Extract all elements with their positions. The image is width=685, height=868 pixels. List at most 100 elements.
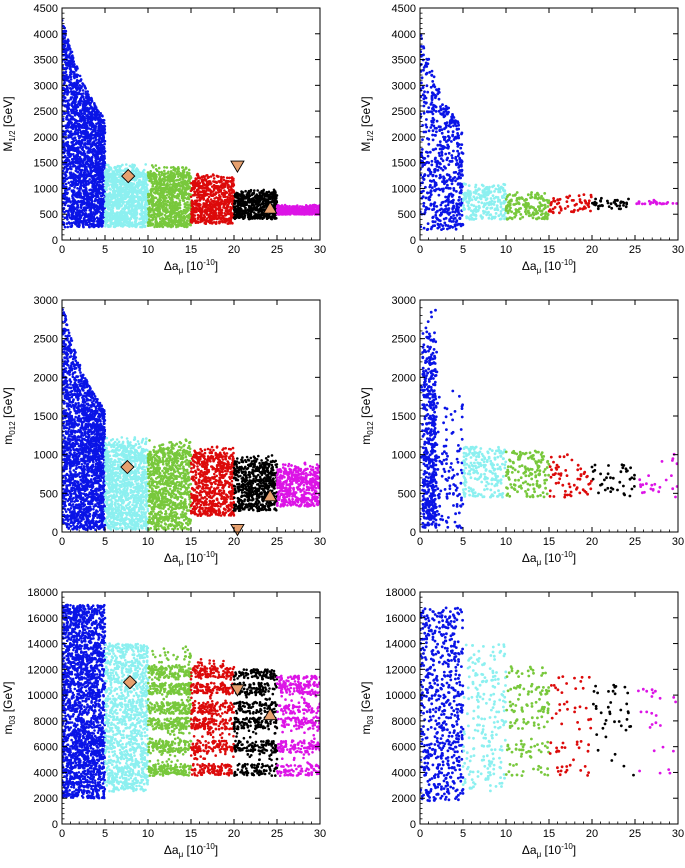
y-tick-label: 0 xyxy=(52,527,58,539)
y-tick-label: 0 xyxy=(410,235,416,247)
series-bin-25-30 xyxy=(638,452,678,499)
x-axis-title: Δaμ [10-10] xyxy=(522,842,576,859)
y-axis-title: m012 [GeV] xyxy=(1,387,17,444)
y-axis-title: m03 [GeV] xyxy=(359,682,375,735)
benchmark-marker-triangle-down xyxy=(230,160,245,174)
panel-p1: 0 5 10 15 20 25 30 0 500 1000 1500 2000 2500 3000 3500… xyxy=(1,3,326,275)
y-tick-label: 2000 xyxy=(392,793,416,805)
y-tick-label: 500 xyxy=(40,209,58,221)
x-tick-label: 20 xyxy=(586,536,598,548)
x-tick-label: 15 xyxy=(185,244,197,256)
y-tick-label: 1000 xyxy=(392,183,416,195)
y-tick-label: 2000 xyxy=(392,372,416,384)
series-bin-15-20 xyxy=(547,193,593,215)
benchmark-marker-diamond xyxy=(120,459,135,475)
y-tick-label: 2000 xyxy=(34,372,58,384)
x-tick-label: 0 xyxy=(417,828,423,840)
y-tick-label: 2500 xyxy=(34,106,58,118)
x-tick-label: 30 xyxy=(672,536,684,548)
series-bin-0-5 xyxy=(62,603,107,800)
series-bin-0-5 xyxy=(62,308,107,531)
y-tick-label: 10000 xyxy=(385,690,416,702)
y-tick-label: 16000 xyxy=(385,613,416,625)
benchmark-marker-triangle-down xyxy=(230,684,245,697)
x-tick-label: 5 xyxy=(102,536,108,548)
y-tick-label: 4500 xyxy=(34,3,58,15)
x-tick-label: 10 xyxy=(142,244,154,256)
benchmark-marker-triangle-up xyxy=(262,707,278,721)
benchmark-marker-triangle-up xyxy=(262,201,278,214)
y-tick-label: 0 xyxy=(410,819,416,831)
x-tick-label: 10 xyxy=(500,244,512,256)
y-tick-label: 0 xyxy=(52,819,58,831)
y-axis-title: M1/2 [GeV] xyxy=(1,96,17,151)
y-tick-label: 12000 xyxy=(385,664,416,676)
x-tick-label: 30 xyxy=(314,828,326,840)
x-tick-label: 25 xyxy=(271,536,283,548)
y-tick-label: 500 xyxy=(398,488,416,500)
x-tick-label: 5 xyxy=(460,244,466,256)
y-tick-label: 16000 xyxy=(27,613,58,625)
series-bin-5-10 xyxy=(461,182,508,221)
series-bin-10-15 xyxy=(146,438,193,531)
series-bin-15-20 xyxy=(548,675,593,777)
series-bin-25-30 xyxy=(275,461,320,508)
y-tick-label: 3500 xyxy=(34,55,58,67)
x-tick-label: 25 xyxy=(271,828,283,840)
y-tick-label: 1000 xyxy=(34,183,58,195)
y-tick-label: 2500 xyxy=(34,334,58,346)
x-tick-label: 20 xyxy=(228,828,240,840)
series-bin-10-15 xyxy=(504,665,551,777)
x-tick-label: 0 xyxy=(59,828,65,840)
x-tick-label: 10 xyxy=(500,828,512,840)
series-bin-20-25 xyxy=(590,463,636,498)
y-tick-label: 4000 xyxy=(392,29,416,41)
x-tick-label: 5 xyxy=(102,244,108,256)
x-axis-title: Δaμ [10-10] xyxy=(522,550,576,567)
scatter-points-p3 xyxy=(62,308,320,531)
x-tick-label: 5 xyxy=(460,536,466,548)
series-bin-0-5 xyxy=(420,308,465,530)
y-tick-label: 2000 xyxy=(34,793,58,805)
x-tick-label: 15 xyxy=(185,828,197,840)
y-tick-label: 18000 xyxy=(27,587,58,599)
series-bin-10-15 xyxy=(146,645,193,777)
series-bin-20-25 xyxy=(232,188,279,221)
y-tick-label: 1500 xyxy=(392,158,416,170)
x-tick-label: 15 xyxy=(543,536,555,548)
x-tick-label: 30 xyxy=(672,828,684,840)
y-tick-label: 4500 xyxy=(392,3,416,15)
series-bin-10-15 xyxy=(504,191,551,221)
x-tick-label: 20 xyxy=(228,244,240,256)
benchmark-marker-triangle-down xyxy=(230,524,245,537)
y-tick-label: 1500 xyxy=(34,158,58,170)
y-tick-label: 1500 xyxy=(34,411,58,423)
panel-p6: 0 5 10 15 20 25 30 0 2000 4000 6000 8000 10000 12000 1… xyxy=(359,587,684,859)
x-tick-label: 25 xyxy=(629,828,641,840)
series-bin-5-10 xyxy=(461,445,508,499)
series-bin-20-25 xyxy=(232,668,279,777)
y-axis-title: m03 [GeV] xyxy=(1,682,17,735)
y-axis-title: M1/2 [GeV] xyxy=(359,96,375,151)
x-tick-label: 25 xyxy=(629,536,641,548)
x-axis-title: Δaμ [10-10] xyxy=(164,258,218,275)
series-bin-15-20 xyxy=(189,445,236,517)
scatter-points-p6 xyxy=(420,606,677,803)
x-tick-label: 0 xyxy=(417,244,423,256)
y-tick-label: 4000 xyxy=(34,29,58,41)
y-tick-label: 1000 xyxy=(34,450,58,462)
series-bin-5-10 xyxy=(103,163,150,229)
x-tick-label: 30 xyxy=(672,244,684,256)
x-tick-label: 20 xyxy=(586,244,598,256)
x-axis-title: Δaμ [10-10] xyxy=(164,550,218,567)
x-tick-label: 0 xyxy=(59,536,65,548)
scatter-points-p5 xyxy=(62,603,320,800)
x-tick-label: 10 xyxy=(142,536,154,548)
y-tick-label: 2500 xyxy=(392,106,416,118)
y-tick-label: 4000 xyxy=(392,767,416,779)
y-tick-label: 8000 xyxy=(392,716,416,728)
y-tick-label: 1000 xyxy=(392,450,416,462)
y-tick-label: 3000 xyxy=(392,80,416,92)
